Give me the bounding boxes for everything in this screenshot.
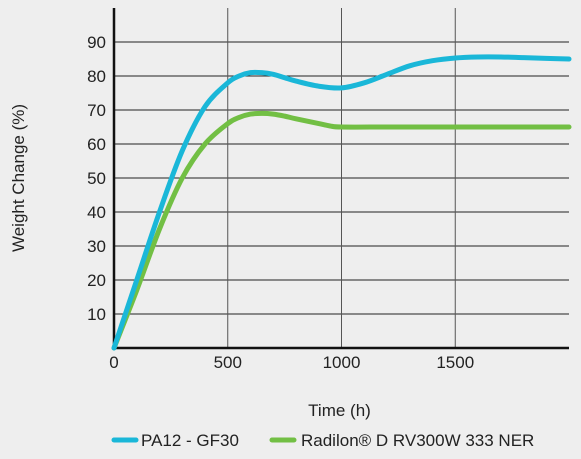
y-tick-label-30: 30 bbox=[87, 237, 106, 256]
legend-label-1: Radilon® D RV300W 333 NER bbox=[301, 431, 534, 450]
x-axis-title: Time (h) bbox=[308, 401, 371, 420]
series-lines bbox=[111, 54, 572, 351]
grid bbox=[114, 8, 569, 348]
series-line-0 bbox=[111, 54, 572, 351]
legend: PA12 - GF30 Radilon® D RV300W 333 NER bbox=[111, 431, 534, 450]
series-line-1 bbox=[111, 110, 572, 351]
y-axis-title: Weight Change (%) bbox=[9, 104, 28, 252]
y-tick-label-50: 50 bbox=[87, 169, 106, 188]
x-tick-label-0: 0 bbox=[109, 353, 118, 372]
y-tick-label-10: 10 bbox=[87, 305, 106, 324]
y-tick-label-60: 60 bbox=[87, 135, 106, 154]
axes bbox=[112, 8, 569, 350]
y-tick-label-70: 70 bbox=[87, 101, 106, 120]
x-tick-label-1000: 1000 bbox=[323, 353, 361, 372]
tick-labels: 10 20 30 40 50 60 70 80 90 0 500 1000 1500 bbox=[87, 33, 474, 372]
y-tick-label-80: 80 bbox=[87, 67, 106, 86]
y-tick-label-40: 40 bbox=[87, 203, 106, 222]
legend-label-0: PA12 - GF30 bbox=[141, 431, 239, 450]
x-tick-label-500: 500 bbox=[214, 353, 242, 372]
x-tick-label-1500: 1500 bbox=[436, 353, 474, 372]
y-tick-label-90: 90 bbox=[87, 33, 106, 52]
y-tick-label-20: 20 bbox=[87, 271, 106, 290]
